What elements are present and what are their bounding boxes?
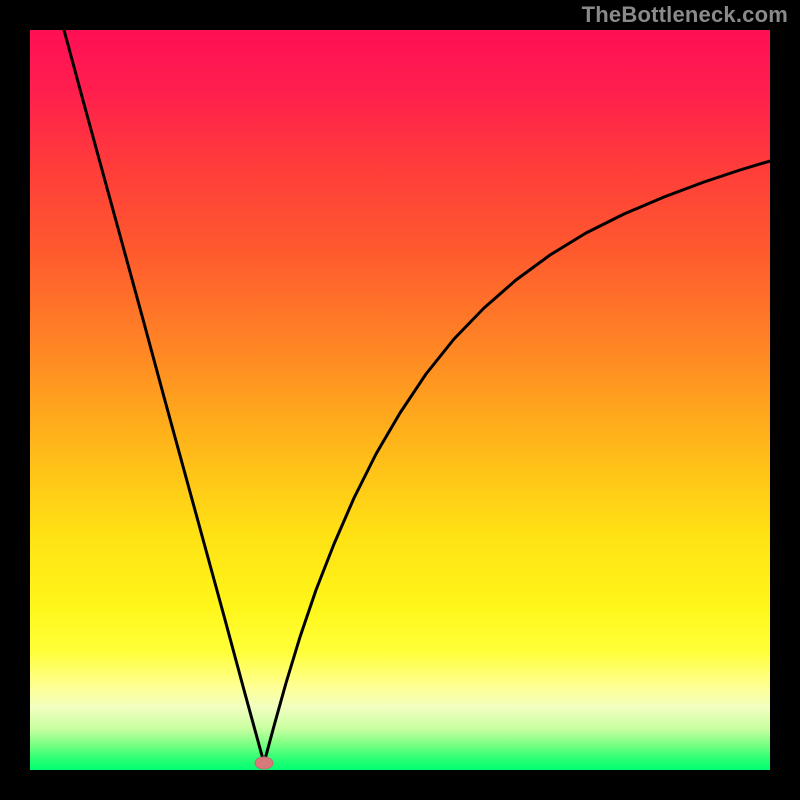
chart-frame: TheBottleneck.com <box>0 0 800 800</box>
plot-area <box>30 30 770 770</box>
well-marker <box>255 757 273 769</box>
watermark-text: TheBottleneck.com <box>582 2 788 28</box>
chart-svg <box>30 30 770 770</box>
heatmap-background <box>30 30 770 770</box>
